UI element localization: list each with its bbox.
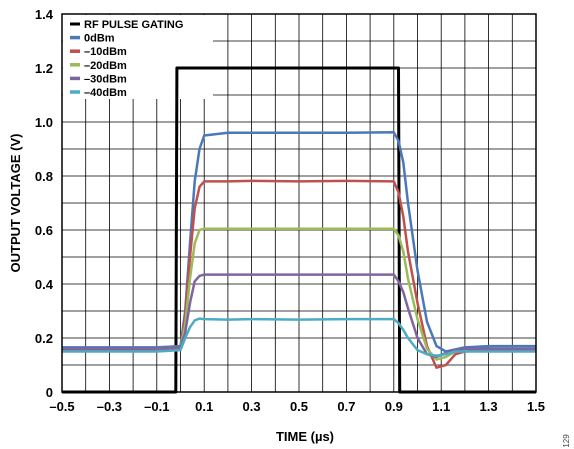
y-axis-title: OUTPUT VOLTAGE (V) xyxy=(8,134,23,273)
y-tick-label: 0.6 xyxy=(35,223,53,238)
x-tick-label: 1.3 xyxy=(480,399,498,414)
legend: RF PULSE GATING 0dBm–10dBm –20dBm–30dBm –40… xyxy=(70,19,183,99)
legend-label: –20dBm xyxy=(84,60,127,72)
y-tick-label: 0 xyxy=(46,385,53,400)
legend-label: –40dBm xyxy=(84,87,127,99)
series-line-5 xyxy=(62,317,536,357)
x-axis-title: TIME (µs) xyxy=(276,429,334,444)
series-line-4 xyxy=(62,273,536,359)
x-tick-label: 0.7 xyxy=(337,399,355,414)
x-tick-label: –0.1 xyxy=(144,399,169,414)
legend-label: –10dBm xyxy=(84,46,127,58)
plot-frame xyxy=(61,13,537,393)
x-tick-label: 0.3 xyxy=(243,399,261,414)
legend-label: 0dBm xyxy=(84,33,115,45)
y-tick-label: 0.8 xyxy=(35,169,53,184)
series-line-3 xyxy=(62,227,536,361)
series-line-2 xyxy=(62,179,536,369)
x-tick-label: 1.1 xyxy=(432,399,450,414)
y-tick-label: 1.2 xyxy=(35,61,53,76)
figure-id: 129 xyxy=(562,434,571,448)
x-tick-labels: –0.5 –0.3 –0.1 0.1 0.3 0.5 0.7 0.9 1.1 1.3 1.5 xyxy=(49,399,545,414)
legend-label: RF PULSE GATING xyxy=(84,19,183,31)
legend-label: –30dBm xyxy=(84,73,127,85)
series-layer xyxy=(62,66,536,394)
x-tick-label: –0.3 xyxy=(97,399,122,414)
y-tick-label: 1.4 xyxy=(35,7,54,22)
y-tick-label: 1.0 xyxy=(35,115,53,130)
x-tick-label: –0.5 xyxy=(49,399,74,414)
y-tick-labels: 0 0.2 0.4 0.6 0.8 1.0 1.2 1.4 xyxy=(35,7,54,400)
legend-background xyxy=(63,15,213,99)
x-tick-label: 0.5 xyxy=(290,399,308,414)
x-tick-label: 1.5 xyxy=(527,399,545,414)
y-tick-label: 0.2 xyxy=(35,331,53,346)
y-tick-label: 0.4 xyxy=(35,277,54,292)
x-tick-label: 0.1 xyxy=(195,399,213,414)
x-tick-label: 0.9 xyxy=(385,399,403,414)
